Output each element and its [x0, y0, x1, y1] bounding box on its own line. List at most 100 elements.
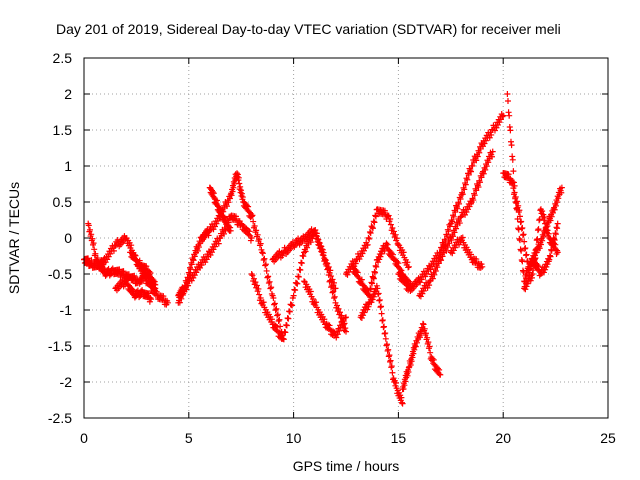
data-point — [298, 260, 305, 267]
data-point — [274, 312, 281, 319]
data-point — [441, 242, 448, 249]
data-point — [473, 256, 480, 263]
data-point — [85, 222, 92, 229]
data-point — [504, 97, 511, 104]
data-point — [375, 290, 382, 297]
data-point — [321, 316, 328, 323]
data-point — [387, 357, 394, 364]
data-point — [90, 240, 97, 247]
data-point — [537, 241, 544, 248]
data-point — [392, 231, 399, 238]
data-point — [459, 191, 466, 198]
data-point — [413, 339, 420, 346]
data-point — [337, 309, 344, 316]
data-point — [500, 112, 507, 119]
data-point — [470, 197, 477, 204]
data-point — [552, 202, 559, 209]
data-point — [459, 234, 466, 241]
data-point — [456, 220, 463, 227]
data-point — [273, 305, 280, 312]
data-point — [164, 299, 171, 306]
data-point — [540, 211, 547, 218]
data-point — [285, 315, 292, 322]
data-point — [341, 320, 348, 327]
data-point — [248, 235, 255, 241]
data-point — [220, 230, 227, 237]
data-point — [289, 302, 296, 309]
data-point — [402, 378, 409, 385]
data-point — [483, 163, 490, 170]
data-point — [238, 190, 245, 197]
data-point — [302, 248, 309, 255]
data-point — [399, 400, 406, 407]
data-point — [195, 244, 202, 251]
data-point — [188, 261, 195, 268]
data-point — [408, 358, 415, 365]
data-point — [405, 263, 412, 270]
x-tick-label: 15 — [391, 430, 407, 446]
data-point — [518, 247, 525, 254]
data-point — [435, 260, 442, 267]
series-track-g — [206, 184, 234, 234]
data-point — [448, 237, 455, 244]
data-point — [447, 223, 454, 230]
data-point — [324, 260, 331, 267]
data-point — [379, 317, 386, 324]
data-point — [262, 262, 269, 269]
data-point — [385, 346, 392, 353]
data-point — [513, 198, 520, 205]
plot-frame — [83, 57, 609, 419]
x-tick-label: 5 — [185, 430, 193, 446]
data-point — [450, 233, 457, 240]
data-point — [300, 253, 307, 260]
data-point — [531, 256, 538, 263]
series-track-k — [343, 206, 412, 278]
data-point — [473, 157, 480, 164]
data-point — [236, 180, 243, 187]
data-point — [514, 215, 521, 222]
data-point — [382, 330, 389, 337]
data-point — [313, 230, 320, 237]
data-point — [375, 259, 382, 266]
data-point — [374, 285, 381, 292]
data-point — [88, 231, 95, 238]
data-point — [329, 276, 336, 283]
data-point — [548, 213, 555, 220]
data-point — [369, 280, 376, 287]
y-tick-label: 1.5 — [53, 122, 73, 138]
data-point — [457, 196, 464, 203]
data-point — [402, 276, 409, 283]
data-point — [92, 250, 99, 257]
y-tick-label: 2.5 — [53, 50, 73, 66]
data-point — [328, 273, 335, 280]
data-point — [454, 205, 461, 212]
data-point — [331, 279, 338, 286]
data-point — [432, 268, 439, 275]
data-point — [313, 299, 320, 306]
data-point — [229, 188, 236, 195]
data-point — [544, 227, 551, 234]
data-point — [548, 247, 555, 254]
data-point — [551, 206, 558, 213]
data-point — [554, 199, 561, 206]
data-point — [320, 249, 327, 256]
series-track-p — [416, 148, 496, 300]
data-point — [252, 279, 259, 286]
data-point — [488, 131, 495, 138]
data-point — [326, 322, 333, 329]
data-point — [248, 271, 255, 277]
data-point — [536, 245, 543, 252]
data-point — [261, 255, 268, 262]
data-point — [275, 318, 282, 325]
data-point — [319, 246, 326, 253]
y-tick-labels: -2.5 -2 -1.5 -1 -0.5 0 0.5 1 1.5 2 2.5 — [48, 50, 72, 426]
data-point — [358, 315, 365, 322]
data-point — [410, 350, 417, 357]
data-point — [259, 249, 266, 256]
data-point — [427, 349, 434, 356]
data-point — [453, 225, 460, 232]
data-point — [499, 113, 506, 120]
data-point — [524, 280, 531, 287]
data-point — [555, 195, 562, 202]
data-point — [334, 331, 341, 338]
